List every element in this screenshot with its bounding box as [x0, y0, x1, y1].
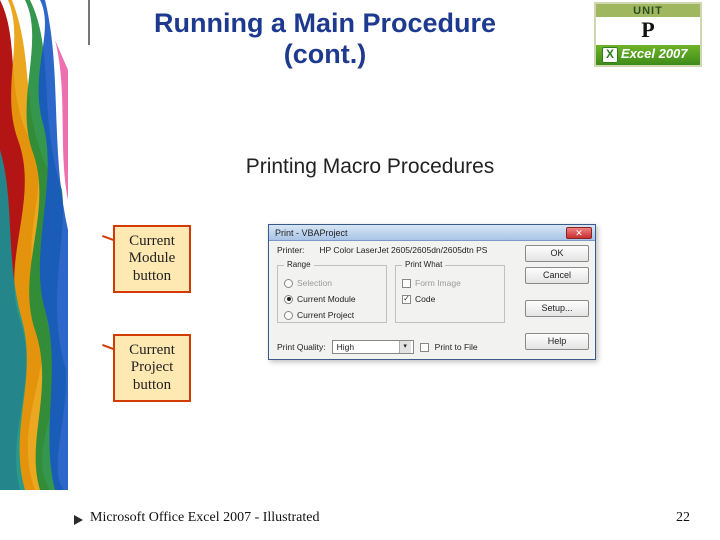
unit-badge-label: UNIT: [596, 4, 700, 17]
unit-badge-product: XExcel 2007: [596, 45, 700, 65]
cancel-button[interactable]: Cancel: [525, 267, 589, 284]
unit-badge: UNIT P XExcel 2007: [594, 2, 702, 67]
printwhat-fieldset: Print What Form Image ✓Code: [395, 265, 505, 323]
radio-current-module[interactable]: Current Module: [284, 292, 380, 306]
vertical-rule: [88, 0, 90, 45]
radio-current-project[interactable]: Current Project: [284, 308, 380, 322]
dialog-titlebar: Print - VBAProject ✕: [269, 225, 595, 241]
range-fieldset: Range Selection Current Module Current P…: [277, 265, 387, 323]
print-dialog: Print - VBAProject ✕ Printer: HP Color L…: [268, 224, 596, 360]
radio-selection[interactable]: Selection: [284, 276, 380, 290]
decorative-art-strip: [0, 0, 68, 490]
dialog-title: Print - VBAProject: [275, 228, 348, 238]
excel-logo-icon: X: [602, 47, 618, 63]
unit-badge-letter: P: [596, 17, 700, 45]
page-number: 22: [676, 510, 690, 526]
print-quality-row: Print Quality: High ▾ Print to File: [277, 340, 507, 354]
ok-button[interactable]: OK: [525, 245, 589, 262]
slide-title: Running a Main Procedure (cont.): [110, 8, 540, 70]
dialog-buttons: OK Cancel Setup... Help: [525, 245, 589, 350]
close-button[interactable]: ✕: [566, 227, 592, 239]
checkbox-code[interactable]: ✓Code: [402, 292, 498, 306]
printer-name: HP Color LaserJet 2605/2605dn/2605dtn PS: [319, 245, 487, 255]
callout-current-module: Current Module button: [113, 225, 191, 293]
slide-subtitle: Printing Macro Procedures: [200, 155, 540, 179]
setup-button[interactable]: Setup...: [525, 300, 589, 317]
footer-text: Microsoft Office Excel 2007 - Illustrate…: [90, 510, 320, 526]
print-quality-combo[interactable]: High ▾: [332, 340, 414, 354]
printwhat-legend: Print What: [402, 260, 445, 269]
print-quality-label: Print Quality:: [277, 342, 326, 352]
checkbox-form-image[interactable]: Form Image: [402, 276, 498, 290]
range-legend: Range: [284, 260, 314, 269]
printer-label: Printer:: [277, 245, 317, 255]
chevron-down-icon: ▾: [399, 341, 411, 353]
help-button[interactable]: Help: [525, 333, 589, 350]
checkbox-print-to-file[interactable]: [420, 343, 429, 352]
callout-current-project: Current Project button: [113, 334, 191, 402]
print-to-file-label: Print to File: [435, 342, 478, 352]
